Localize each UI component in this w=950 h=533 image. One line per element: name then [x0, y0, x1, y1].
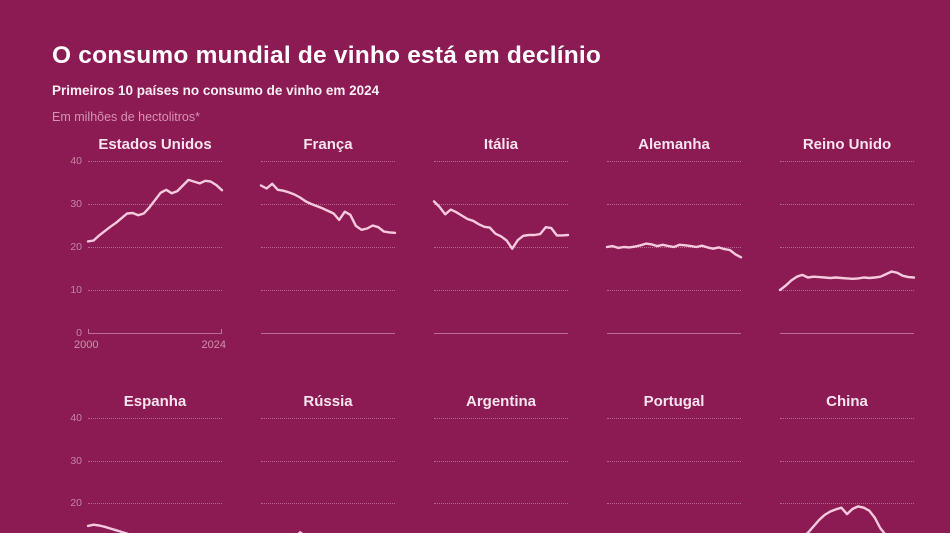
line-series-italia — [432, 200, 570, 250]
gridline-30 — [434, 204, 568, 205]
gridline-10 — [261, 290, 395, 291]
gridline-10 — [434, 290, 568, 291]
gridline-20 — [780, 247, 914, 248]
chart-title: França — [303, 136, 353, 153]
y-tick-label-30: 30 — [70, 454, 82, 467]
gridline-40 — [607, 418, 741, 419]
line-series-reino-unido — [778, 270, 916, 292]
gridline-30 — [88, 460, 222, 462]
gridline-40 — [261, 161, 395, 162]
gridline-20 — [261, 247, 395, 248]
x-axis-line — [261, 333, 395, 334]
axis-end-tick-right — [221, 329, 222, 333]
line-series-espanha — [86, 523, 129, 533]
gridline-30 — [780, 460, 914, 462]
line-series-russia — [297, 531, 304, 533]
page-title: O consumo mundial de vinho está em declí… — [52, 42, 602, 69]
chart-title: Reino Unido — [802, 136, 892, 153]
y-tick-label-20: 20 — [70, 241, 82, 253]
gridline-30 — [607, 204, 741, 205]
x-axis-line — [780, 333, 914, 334]
gridline-40 — [88, 161, 222, 162]
chart-title: China — [826, 393, 868, 410]
chart-title: Itália — [483, 136, 519, 153]
line-series-franca — [259, 182, 397, 235]
gridline-20 — [261, 503, 395, 504]
gridline-10 — [88, 290, 222, 291]
y-tick-label-10: 10 — [70, 284, 82, 296]
chart-title: Argentina — [465, 393, 536, 410]
gridline-30 — [88, 204, 222, 205]
gridline-30 — [261, 460, 395, 462]
gridline-10 — [607, 290, 741, 291]
gridline-20 — [88, 503, 222, 504]
gridline-20 — [434, 247, 568, 248]
chart-title: Espanha — [123, 393, 187, 410]
unit-note: Em milhões de hectolitros* — [52, 110, 200, 124]
gridline-40 — [261, 418, 395, 419]
y-tick-label-20: 20 — [70, 497, 82, 509]
x-start-label: 2000 — [74, 339, 99, 351]
chart-title: Alemanha — [638, 136, 710, 153]
gridline-40 — [607, 161, 741, 162]
gridline-30 — [607, 460, 741, 462]
line-series-estados-unidos — [86, 178, 224, 243]
gridline-40 — [88, 418, 222, 419]
gridline-30 — [261, 204, 395, 205]
y-tick-label-40: 40 — [70, 155, 82, 167]
gridline-40 — [780, 418, 914, 419]
header: O consumo mundial de vinho está em declí… — [52, 42, 601, 124]
y-tick-label-30: 30 — [70, 198, 82, 210]
x-axis-line — [88, 333, 222, 334]
x-axis-labels: 2000 2024 — [74, 339, 226, 351]
line-series-alemanha — [605, 242, 743, 259]
gridline-20 — [88, 247, 222, 248]
axis-end-tick-left — [88, 329, 89, 333]
x-end-label: 2024 — [201, 339, 226, 351]
line-series-argentina — [434, 418, 568, 533]
gridline-40 — [434, 161, 568, 162]
gridline-40 — [434, 418, 568, 419]
gridline-40 — [780, 161, 914, 162]
gridline-10 — [780, 290, 914, 291]
x-axis-line — [607, 333, 741, 334]
chart-title: Rússia — [303, 393, 353, 410]
line-series-china — [805, 505, 886, 533]
x-axis-line — [434, 333, 568, 334]
gridline-30 — [780, 204, 914, 205]
gridline-20 — [780, 503, 914, 504]
page-subtitle: Primeiros 10 países no consumo de vinho … — [52, 83, 380, 98]
y-tick-label-0: 0 — [76, 327, 82, 339]
line-series-portugal — [607, 418, 741, 533]
y-tick-label-40: 40 — [70, 412, 82, 424]
chart-title: Estados Unidos — [98, 136, 212, 153]
gridline-20 — [434, 503, 568, 504]
chart-title: Portugal — [643, 393, 705, 410]
gridline-20 — [607, 503, 741, 504]
gridline-30 — [434, 460, 568, 462]
